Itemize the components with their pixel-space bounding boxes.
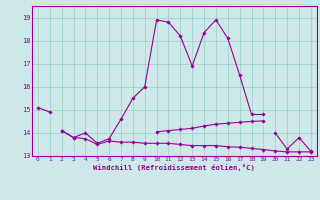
X-axis label: Windchill (Refroidissement éolien,°C): Windchill (Refroidissement éolien,°C): [93, 164, 255, 171]
